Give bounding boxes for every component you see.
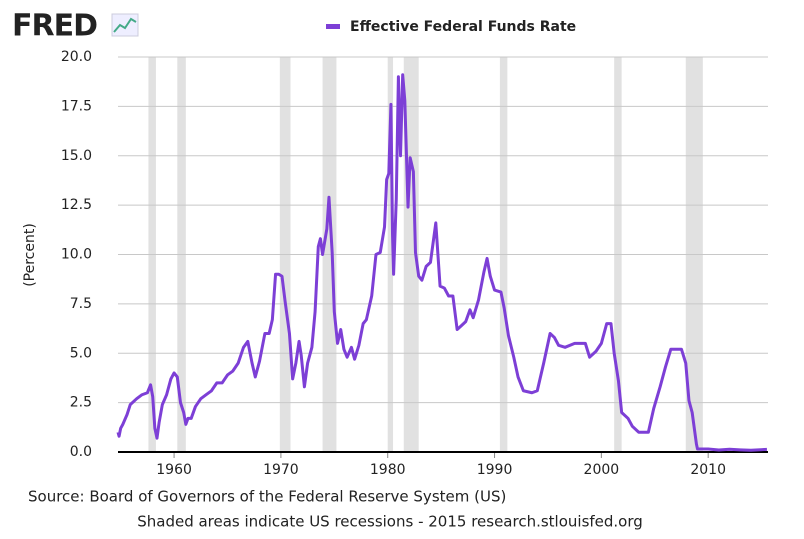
logo-line (113, 17, 137, 33)
y-tick-label: 17.5 (61, 98, 92, 114)
y-tick-label: 2.5 (70, 395, 92, 411)
y-tick-label: 15.0 (61, 148, 92, 164)
legend-label: Effective Federal Funds Rate (350, 19, 576, 35)
y-tick-label: 20.0 (61, 49, 92, 65)
x-tick-label: 2010 (690, 462, 726, 478)
x-tick-label: 1970 (263, 462, 299, 478)
legend-swatch (326, 24, 340, 29)
y-tick-label: 7.5 (70, 296, 92, 312)
x-tick-label: 1980 (370, 462, 406, 478)
y-tick-label: 10.0 (61, 247, 92, 263)
source: Source: Board of Governors of the Federa… (28, 488, 506, 506)
logo: FRED (12, 9, 97, 44)
y-tick-label: 12.5 (61, 197, 92, 213)
note: Shaded areas indicate US recessions - 20… (137, 513, 643, 531)
y-tick-label: 0.0 (70, 444, 92, 460)
x-tick-label: 1960 (156, 462, 192, 478)
y-tick-label: 5.0 (70, 345, 92, 361)
logo-box (111, 13, 139, 37)
series-line (116, 73, 768, 452)
x-tick-label: 1990 (477, 462, 513, 478)
y-axis-label: (Percent) (22, 223, 38, 287)
x-tick-label: 2000 (584, 462, 620, 478)
logo-icon (111, 13, 139, 37)
